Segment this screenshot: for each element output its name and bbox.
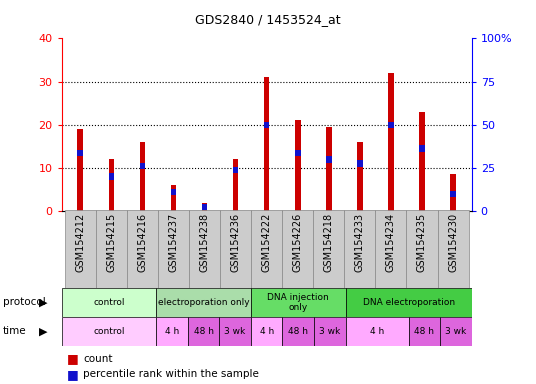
Text: 48 h: 48 h <box>288 327 308 336</box>
Text: 4 h: 4 h <box>165 327 179 336</box>
Bar <box>251 288 346 317</box>
Bar <box>78 129 83 211</box>
Bar <box>282 317 314 346</box>
Bar <box>357 161 363 167</box>
Text: ■: ■ <box>67 368 79 381</box>
Bar <box>440 317 472 346</box>
Bar <box>346 288 472 317</box>
Bar <box>264 77 270 211</box>
Text: 4 h: 4 h <box>259 327 274 336</box>
Bar <box>388 122 394 128</box>
Bar <box>326 156 332 162</box>
Text: GSM154235: GSM154235 <box>417 213 427 272</box>
Bar <box>157 317 188 346</box>
Text: DNA injection
only: DNA injection only <box>267 293 329 312</box>
Bar <box>220 210 251 288</box>
Text: 48 h: 48 h <box>193 327 213 336</box>
Text: GSM154230: GSM154230 <box>448 213 458 272</box>
Bar <box>313 210 344 288</box>
Bar <box>202 203 207 211</box>
Text: GSM154236: GSM154236 <box>230 213 241 272</box>
Bar <box>139 162 145 169</box>
Text: control: control <box>93 327 125 336</box>
Bar <box>62 317 157 346</box>
Text: GSM154237: GSM154237 <box>168 213 178 272</box>
Text: protocol: protocol <box>3 297 46 308</box>
Text: GSM154218: GSM154218 <box>324 213 334 272</box>
Bar <box>170 189 176 195</box>
Text: GSM154238: GSM154238 <box>199 213 210 272</box>
Text: 3 wk: 3 wk <box>445 327 466 336</box>
Bar <box>375 210 406 288</box>
Bar <box>264 122 270 128</box>
Text: GSM154216: GSM154216 <box>137 213 147 272</box>
Text: count: count <box>83 354 113 364</box>
Bar <box>282 210 313 288</box>
Bar <box>437 210 468 288</box>
Text: 4 h: 4 h <box>370 327 384 336</box>
Bar <box>346 317 408 346</box>
Bar <box>357 142 363 211</box>
Bar <box>78 150 83 156</box>
Text: 3 wk: 3 wk <box>319 327 340 336</box>
Text: DNA electroporation: DNA electroporation <box>362 298 455 307</box>
Bar <box>450 174 456 211</box>
Bar <box>139 142 145 211</box>
Text: GSM154233: GSM154233 <box>355 213 365 272</box>
Text: GSM154212: GSM154212 <box>75 213 85 272</box>
Text: GSM154226: GSM154226 <box>293 213 303 272</box>
Bar <box>65 210 96 288</box>
Bar <box>251 317 282 346</box>
Text: GSM154222: GSM154222 <box>262 213 272 272</box>
Bar <box>188 317 219 346</box>
Bar <box>314 317 346 346</box>
Bar <box>450 191 456 197</box>
Bar <box>202 204 207 210</box>
Bar <box>419 112 425 211</box>
Bar <box>326 127 332 211</box>
Text: time: time <box>3 326 26 336</box>
Bar <box>344 210 375 288</box>
Bar <box>109 174 114 180</box>
Text: percentile rank within the sample: percentile rank within the sample <box>83 369 259 379</box>
Bar <box>62 288 157 317</box>
Bar <box>158 210 189 288</box>
Bar <box>96 210 127 288</box>
Text: ▶: ▶ <box>39 326 47 336</box>
Text: ▶: ▶ <box>39 297 47 308</box>
Text: electroporation only: electroporation only <box>158 298 249 307</box>
Bar <box>295 121 301 211</box>
Bar <box>127 210 158 288</box>
Bar <box>189 210 220 288</box>
Bar <box>419 145 425 152</box>
Bar <box>219 317 251 346</box>
Bar <box>406 210 437 288</box>
Text: GSM154215: GSM154215 <box>106 213 116 272</box>
Bar <box>251 210 282 288</box>
Bar <box>408 317 440 346</box>
Bar <box>170 185 176 211</box>
Bar <box>109 159 114 211</box>
Bar <box>388 73 394 211</box>
Bar <box>295 150 301 156</box>
Text: GSM154234: GSM154234 <box>386 213 396 272</box>
Bar <box>233 159 239 211</box>
Text: 48 h: 48 h <box>414 327 434 336</box>
Bar <box>233 167 239 174</box>
Bar <box>157 288 251 317</box>
Text: 3 wk: 3 wk <box>225 327 245 336</box>
Text: ■: ■ <box>67 353 79 366</box>
Text: GDS2840 / 1453524_at: GDS2840 / 1453524_at <box>195 13 341 26</box>
Text: control: control <box>93 298 125 307</box>
